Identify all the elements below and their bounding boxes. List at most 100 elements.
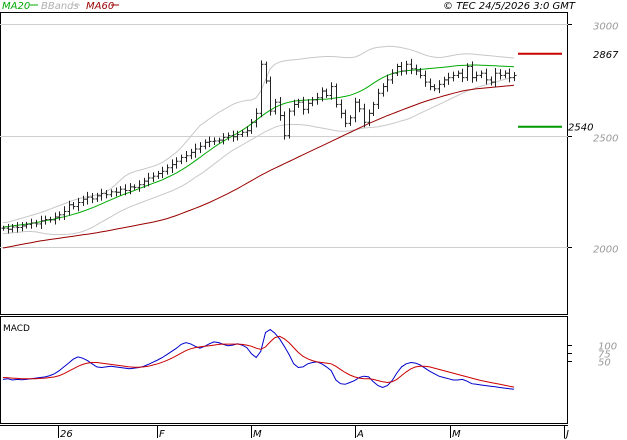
price-bar bbox=[189, 148, 194, 160]
price-bar bbox=[53, 212, 58, 225]
price-bar bbox=[310, 97, 315, 107]
price-bar bbox=[57, 211, 62, 221]
price-bar bbox=[235, 130, 240, 141]
price-bar bbox=[315, 92, 320, 105]
price-bar bbox=[193, 143, 198, 158]
price-bar bbox=[43, 215, 48, 225]
x-tick-label: A bbox=[356, 429, 364, 440]
price-bar bbox=[221, 133, 226, 145]
price-y-tick-label: 3000 bbox=[593, 22, 618, 33]
price-bar bbox=[324, 88, 329, 98]
price-bar bbox=[432, 84, 437, 92]
legend-bbands-label: BBands bbox=[41, 1, 79, 12]
price-bar bbox=[6, 223, 11, 234]
support-label: 2540 bbox=[568, 123, 593, 134]
price-bar bbox=[339, 99, 344, 119]
price-bar bbox=[71, 201, 76, 210]
ma60-line bbox=[2, 84, 515, 249]
price-bar bbox=[142, 177, 147, 188]
price-bar bbox=[249, 119, 254, 134]
price-bar bbox=[507, 68, 512, 83]
price-y-tick-label: 2000 bbox=[593, 245, 618, 256]
price-bar bbox=[484, 68, 489, 85]
price-bar bbox=[179, 154, 184, 165]
price-bar bbox=[268, 76, 273, 116]
price-bar bbox=[320, 87, 325, 102]
legend-ma60-label: MA60 bbox=[86, 1, 114, 12]
ma20-layer bbox=[2, 64, 515, 228]
levels-layer: 2867 2540 bbox=[518, 50, 619, 134]
chart-frames bbox=[0, 12, 568, 426]
price-bar bbox=[451, 71, 456, 82]
macd-layer bbox=[2, 328, 515, 390]
price-bar bbox=[512, 71, 517, 82]
price-bar bbox=[48, 216, 53, 223]
price-bar bbox=[418, 68, 423, 79]
price-bar bbox=[132, 184, 137, 190]
price-bar bbox=[456, 70, 461, 78]
bbands-upper-line bbox=[2, 45, 515, 224]
macd-panel-frame bbox=[0, 316, 568, 424]
price-bar bbox=[170, 159, 175, 173]
price-bar bbox=[423, 70, 428, 87]
price-bar bbox=[460, 68, 465, 83]
price-bar bbox=[376, 88, 381, 109]
price-bar bbox=[273, 98, 278, 115]
price-bar bbox=[395, 63, 400, 77]
price-bar bbox=[282, 111, 287, 140]
price-y-tick-label: 2500 bbox=[593, 134, 618, 145]
x-ticks-layer: 26 F M A M J bbox=[58, 426, 569, 440]
price-bar bbox=[301, 96, 306, 115]
price-bar bbox=[137, 180, 142, 192]
price-bar bbox=[479, 70, 484, 79]
price-bar bbox=[165, 164, 170, 175]
price-bar bbox=[437, 80, 442, 94]
legend: MA20 BBands MA60 bbox=[2, 1, 119, 12]
price-bar bbox=[399, 61, 404, 76]
price-bar bbox=[10, 223, 15, 233]
price-panel-frame bbox=[0, 12, 568, 315]
macd-y-tick-label: 75 bbox=[598, 350, 611, 361]
bbands-layer bbox=[2, 45, 515, 236]
price-bar bbox=[334, 83, 339, 108]
macd-line bbox=[2, 328, 515, 390]
price-bar bbox=[390, 69, 395, 84]
price-bar bbox=[156, 170, 161, 179]
price-bar bbox=[151, 172, 156, 182]
price-bar bbox=[146, 172, 151, 187]
price-bar bbox=[329, 82, 334, 100]
price-bar bbox=[114, 187, 119, 197]
price-bar bbox=[184, 151, 189, 163]
price-bar bbox=[357, 98, 362, 113]
price-bar bbox=[296, 98, 301, 108]
price-bar bbox=[367, 109, 372, 127]
price-bar bbox=[34, 219, 39, 228]
price-bar bbox=[118, 186, 123, 196]
price-bar bbox=[240, 129, 245, 138]
price-bar bbox=[226, 132, 231, 141]
price-bar bbox=[278, 96, 283, 121]
price-bar bbox=[198, 142, 203, 154]
price-bar bbox=[67, 200, 72, 216]
price-bar bbox=[503, 70, 508, 79]
macd-y-tick-label: 50 bbox=[598, 358, 611, 369]
price-bar bbox=[128, 183, 133, 195]
price-bar bbox=[446, 72, 451, 85]
price-bar bbox=[245, 126, 250, 137]
price-bar bbox=[292, 99, 297, 116]
price-bar bbox=[39, 215, 44, 230]
price-bar bbox=[442, 76, 447, 88]
x-tick-label: M bbox=[253, 429, 262, 440]
price-bar bbox=[362, 103, 367, 128]
price-bar bbox=[174, 157, 179, 169]
price-bar bbox=[85, 191, 90, 205]
price-bar bbox=[29, 218, 34, 229]
price-bar bbox=[264, 61, 269, 84]
x-tick-label: J bbox=[564, 429, 569, 440]
resistance-label: 2867 bbox=[593, 50, 619, 61]
x-tick-label: F bbox=[159, 429, 165, 440]
price-bar bbox=[259, 60, 264, 118]
price-bar bbox=[62, 206, 67, 220]
price-bar bbox=[254, 108, 259, 128]
